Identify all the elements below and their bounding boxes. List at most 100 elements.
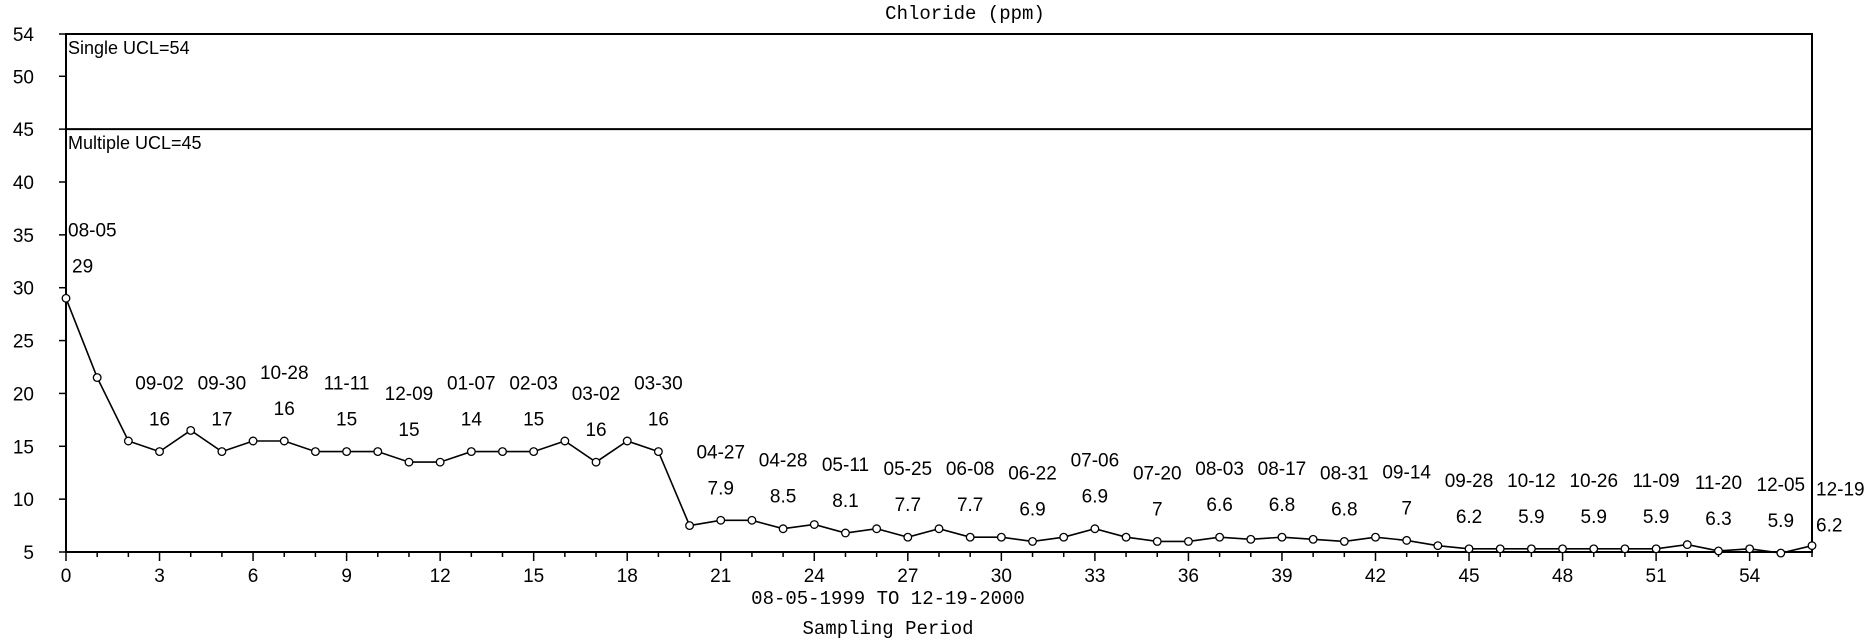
y-tick-label: 10: [13, 490, 34, 511]
point-date-label: 05-11: [822, 455, 869, 476]
x-tick-label: 42: [1365, 566, 1386, 587]
point-value-label: 16: [585, 420, 606, 441]
y-tick-label: 5: [23, 543, 34, 564]
data-point: [498, 447, 507, 457]
point-date-label: 09-30: [198, 374, 247, 395]
point-value-label: 7.7: [895, 495, 921, 516]
data-point: [1464, 544, 1474, 554]
reference-lines: Single UCL=54 Multiple UCL=45: [66, 33, 1812, 153]
point-value-label: 6.8: [1269, 495, 1295, 516]
point-date-label: 10-12: [1507, 471, 1556, 492]
x-tick-label: 15: [523, 566, 544, 587]
data-point: [466, 447, 476, 457]
point-date-label: 09-02: [135, 374, 184, 395]
data-point: [1433, 541, 1443, 551]
y-tick-label: 20: [13, 384, 34, 405]
data-point: [872, 524, 882, 534]
data-point: [435, 457, 445, 467]
point-value-label: 16: [149, 410, 170, 431]
point-value-label: 7: [1401, 498, 1412, 519]
y-tick-label: 25: [13, 332, 34, 353]
x-tick-label: 51: [1646, 566, 1667, 587]
x-axis-title: Sampling Period: [802, 618, 973, 640]
point-date-label: 10-26: [1569, 471, 1618, 492]
point-value-label: 15: [398, 420, 419, 441]
data-point: [1028, 536, 1037, 546]
point-date-label: 10-28: [260, 363, 309, 384]
data-point: [1682, 540, 1692, 550]
x-tick-label: 39: [1271, 566, 1292, 587]
data-point: [1277, 532, 1287, 542]
data-point: [560, 436, 570, 446]
series-chloride: [61, 293, 1817, 558]
point-date-label: 09-28: [1445, 471, 1494, 492]
data-point: [279, 436, 289, 446]
x-tick-label: 27: [897, 566, 918, 587]
point-date-label: 07-06: [1071, 451, 1120, 472]
data-point: [653, 447, 663, 457]
point-date-label: 06-22: [1008, 463, 1057, 484]
data-point: [404, 457, 414, 467]
ucl-label: Multiple UCL=45: [68, 133, 202, 153]
point-value-label: 6.8: [1331, 499, 1357, 520]
ucl-label: Single UCL=54: [68, 38, 190, 58]
x-axis: 0 3 6 9 12 15 18 21 24 27 30 33 36 39 42 45 48 51 54: [61, 552, 1813, 587]
data-point: [1589, 544, 1599, 554]
y-axis: 5 10 15 20 25 30 35 40 45 50 54: [13, 25, 66, 564]
point-date-label: 12-19: [1816, 480, 1865, 501]
point-value-label: 15: [523, 410, 544, 431]
y-tick-label: 40: [13, 173, 34, 194]
point-date-label: 03-02: [572, 384, 621, 405]
point-value-label: 5.9: [1518, 507, 1544, 528]
point-date-label: 09-14: [1382, 462, 1431, 483]
data-point: [1246, 534, 1256, 544]
point-date-label: 08-31: [1320, 463, 1369, 484]
chart-title: Chloride (ppm): [885, 3, 1045, 25]
data-point: [1339, 536, 1349, 546]
data-point: [591, 457, 601, 467]
data-point: [529, 447, 539, 457]
data-point: [1714, 546, 1723, 556]
data-point: [685, 521, 695, 531]
x-tick-label: 12: [430, 566, 451, 587]
x-tick-label: 6: [248, 566, 259, 587]
data-point: [1807, 541, 1817, 551]
data-point: [1526, 544, 1536, 554]
point-date-label: 04-28: [759, 451, 808, 472]
point-date-label: 08-03: [1195, 459, 1244, 480]
data-point: [1620, 544, 1630, 554]
point-value-label: 6.6: [1206, 495, 1232, 516]
point-value-label: 7.7: [957, 495, 983, 516]
point-date-label: 02-03: [509, 374, 558, 395]
data-point: [1215, 532, 1225, 542]
data-point: [778, 524, 788, 534]
data-point: [1402, 535, 1412, 545]
data-point: [123, 436, 133, 446]
data-point: [248, 436, 258, 446]
data-point: [217, 447, 227, 457]
y-tick-label: 45: [13, 120, 34, 141]
point-value-label: 6.2: [1816, 516, 1842, 537]
data-point: [1495, 544, 1505, 554]
data-point: [1183, 536, 1193, 546]
y-tick-label: 54: [13, 25, 35, 46]
point-date-label: 04-27: [696, 442, 745, 463]
data-point: [809, 520, 819, 529]
date-range-subtitle: 08-05-1999 TO 12-19-2000: [751, 588, 1025, 610]
point-value-label: 15: [336, 410, 357, 431]
y-tick-label: 50: [13, 67, 34, 88]
point-date-label: 12-05: [1757, 475, 1806, 496]
data-point: [310, 447, 320, 457]
y-tick-label: 35: [13, 226, 34, 247]
data-point: [186, 425, 196, 435]
x-tick-label: 36: [1178, 566, 1199, 587]
point-labels: 08-05 29 09-02 16 09-30 17 10-28 16 11-11 15 12-09…: [68, 220, 1865, 536]
point-value-label: 6.2: [1456, 507, 1482, 528]
data-point: [934, 524, 944, 534]
point-value-label: 14: [461, 410, 483, 431]
x-tick-label: 45: [1458, 566, 1479, 587]
data-point: [841, 528, 850, 538]
data-point: [92, 373, 102, 383]
data-point: [747, 515, 757, 525]
